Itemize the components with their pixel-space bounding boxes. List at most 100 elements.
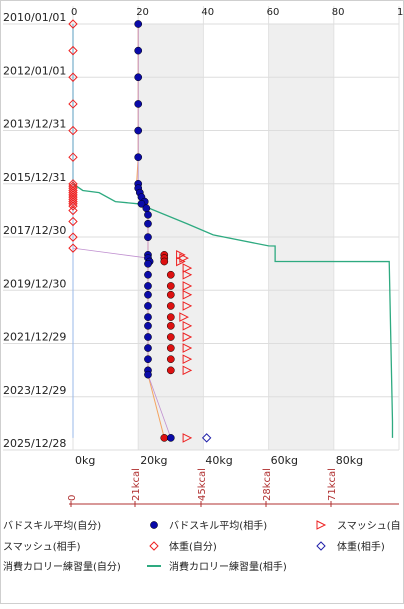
skill-opponent-marker xyxy=(134,100,143,108)
calorie-axis-tick-label: 21kcal xyxy=(131,468,142,501)
x-top-tick-label: 60 xyxy=(267,7,280,18)
legend-marker-circle xyxy=(150,521,158,529)
legend-label: 消費カロリー練習量(相手) xyxy=(169,560,287,573)
calorie-opponent-line xyxy=(72,24,394,438)
weight-self-marker xyxy=(68,192,78,202)
smash-self-marker xyxy=(160,434,169,442)
smash-opponent-marker xyxy=(182,433,193,443)
smash-opponent-marker xyxy=(182,269,193,280)
smash-opponent-marker xyxy=(182,332,193,342)
weight-self-marker xyxy=(68,72,78,82)
smash-self-marker xyxy=(166,321,175,330)
x-top-tick-label: 40 xyxy=(201,7,214,18)
weight-self-marker xyxy=(68,152,78,162)
skill-opponent-marker xyxy=(134,73,143,82)
weight-self-marker xyxy=(68,216,78,227)
legend-marker-diamond-blue xyxy=(316,541,326,551)
weight-self-marker xyxy=(68,45,78,56)
skill-opponent-marker xyxy=(144,302,152,310)
skill-opponent-marker xyxy=(144,290,152,299)
weight-self-marker xyxy=(68,243,78,253)
weight-self-marker xyxy=(68,190,78,200)
y-tick-label: 2013/12/31 xyxy=(3,118,66,131)
skill-opponent-marker xyxy=(166,434,175,442)
y-tick-label: 2010/01/01 xyxy=(3,11,66,24)
weight-self-marker xyxy=(68,187,78,198)
calorie-axis-tick-label: 71kcal xyxy=(327,468,338,501)
smash-opponent-marker xyxy=(176,256,186,267)
weight-self-marker xyxy=(68,181,78,191)
weight-self-marker xyxy=(68,183,78,193)
y-tick-label: 2023/12/29 xyxy=(3,384,66,397)
smash-self-marker xyxy=(166,282,175,290)
x-top-tick-label: 100 xyxy=(397,7,404,18)
smash-opponent-marker xyxy=(182,289,193,300)
smash-self-marker xyxy=(166,333,175,341)
skill-opponent-marker xyxy=(144,259,152,268)
calorie-axis-tick-label: 28kcal xyxy=(262,468,273,501)
smash-opponent-marker xyxy=(179,253,189,263)
weight-self-marker xyxy=(68,185,78,196)
smash-self-marker xyxy=(166,355,175,364)
legend-label: スマッシュ(相手) xyxy=(3,540,81,553)
y-tick-label: 2021/12/29 xyxy=(3,331,66,344)
weight-self-marker xyxy=(68,201,78,211)
skill-opponent-marker xyxy=(144,270,152,279)
weight-connector-line xyxy=(72,247,149,259)
smash-self-marker xyxy=(166,344,175,352)
weight-self-marker xyxy=(68,99,78,109)
y-tick-label: 2019/12/30 xyxy=(3,277,66,290)
smash-opponent-marker xyxy=(182,263,193,273)
smash-opponent-marker xyxy=(182,281,193,291)
x-bottom-tick-label: 20kg xyxy=(140,454,167,467)
skill-opponent-marker xyxy=(137,199,146,208)
skill-opponent-marker xyxy=(134,46,143,55)
y-tick-label: 2012/01/01 xyxy=(3,64,66,77)
skill-opponent-marker xyxy=(144,313,152,321)
skill-opponent-marker xyxy=(144,344,152,352)
weight-self-marker xyxy=(68,179,78,189)
y-tick-label: 2025/12/28 xyxy=(3,437,66,450)
skill-opponent-marker xyxy=(144,321,152,330)
smash-opponent-marker xyxy=(182,343,193,353)
calorie-axis-tick-label: 0 xyxy=(67,495,78,501)
weight-opponent-marker xyxy=(201,433,212,443)
skill-opponent-marker xyxy=(144,233,152,241)
weight-self-marker xyxy=(68,232,78,242)
legend-marker-diamond-red xyxy=(149,541,159,551)
skill-opponent-marker xyxy=(144,355,152,364)
smash-self-marker xyxy=(166,366,175,375)
skill-opponent-marker xyxy=(144,210,152,219)
x-top-tick-label: 80 xyxy=(332,7,345,18)
skill-opponent-marker xyxy=(144,219,152,228)
weight-self-marker xyxy=(68,125,78,136)
smash-self-marker xyxy=(166,313,175,321)
weight-self-marker xyxy=(68,196,78,207)
weight-self-marker xyxy=(68,205,78,216)
x-bottom-tick-label: 40kg xyxy=(205,454,232,467)
smash-opponent-marker xyxy=(182,321,193,331)
skill-opponent-marker xyxy=(134,126,143,135)
x-top-tick-label: 20 xyxy=(136,7,149,18)
calorie-axis-tick-label: 45kcal xyxy=(197,468,208,501)
legend-label: 体重(相手) xyxy=(337,540,385,553)
skill-opponent-marker xyxy=(144,370,152,379)
legend-marker-triangle xyxy=(316,520,327,530)
smash-opponent-marker xyxy=(176,250,186,260)
smash-opponent-marker xyxy=(182,365,193,376)
x-top-tick-label: 0 xyxy=(71,7,77,18)
x-bottom-tick-label: 0kg xyxy=(75,454,95,467)
legend-label: 体重(自分) xyxy=(169,540,217,553)
weight-self-marker xyxy=(68,19,78,29)
smash-self-marker xyxy=(166,302,175,310)
smash-self-marker xyxy=(166,290,175,299)
skill-opponent-marker xyxy=(134,153,143,162)
smash-self-marker xyxy=(166,270,175,279)
legend-label: バドスキル平均(相手) xyxy=(169,519,267,532)
x-bottom-tick-label: 60kg xyxy=(271,454,298,467)
weight-self-marker xyxy=(68,199,78,209)
x-bottom-tick-label: 80kg xyxy=(336,454,363,467)
smash-self-marker xyxy=(160,257,169,266)
